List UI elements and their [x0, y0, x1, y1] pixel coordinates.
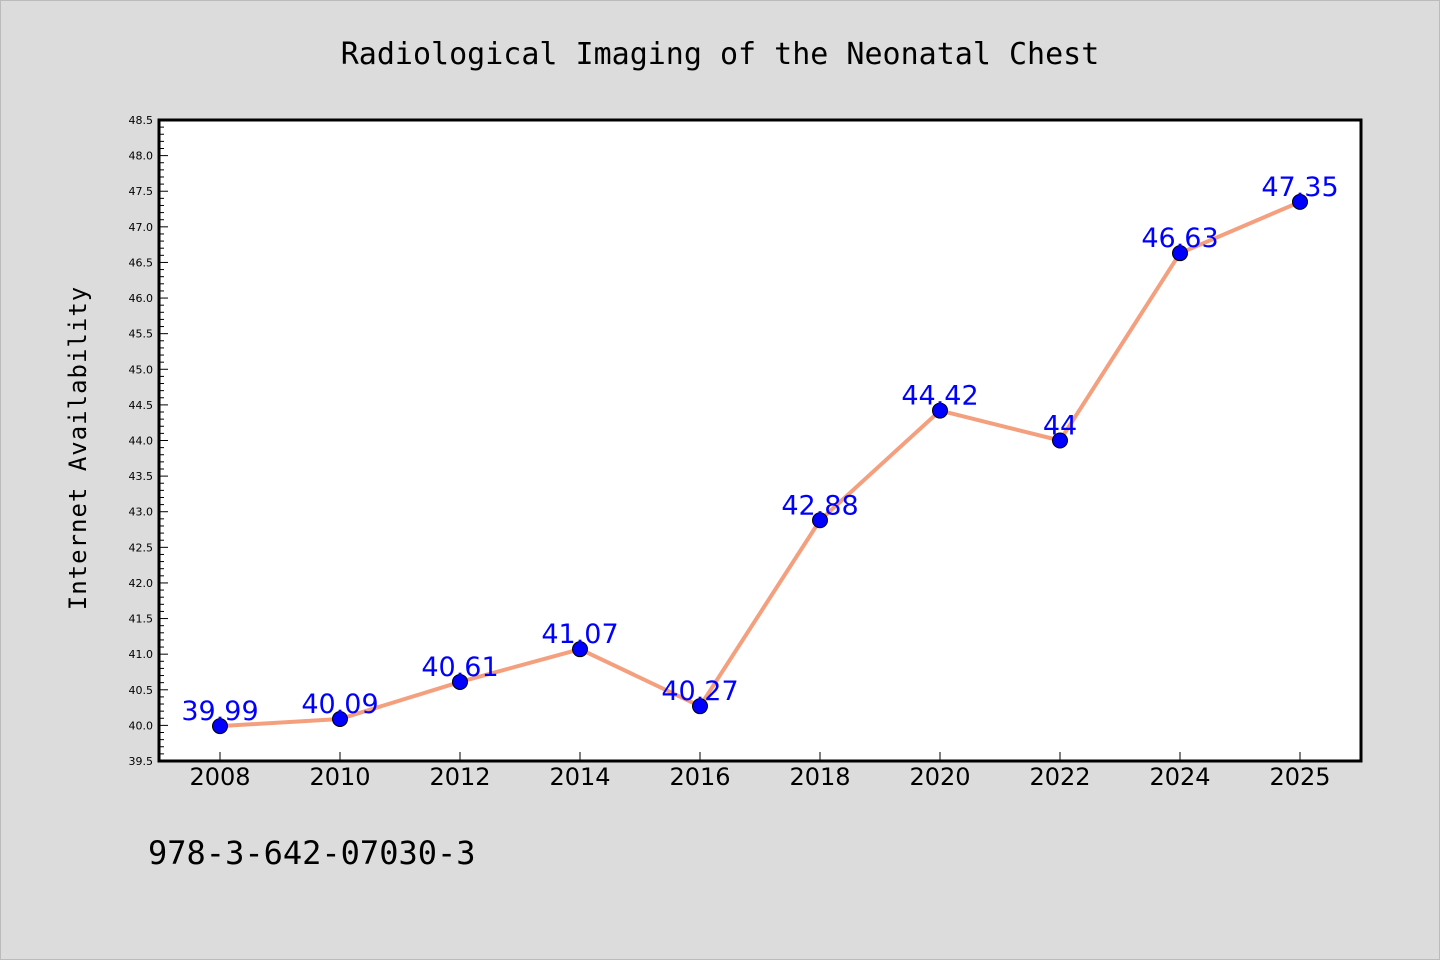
y-tick-label: 40.0: [129, 719, 154, 732]
data-label: 44.42: [901, 381, 978, 412]
x-tick-label: 2016: [669, 763, 730, 791]
data-points-layer: [212, 193, 1308, 735]
series-line: [219, 200, 1301, 729]
y-tick-label: 48.5: [129, 114, 154, 127]
data-label: 41.07: [541, 619, 618, 650]
data-point: [452, 673, 468, 690]
y-tick-label: 46.0: [129, 292, 154, 305]
data-label: 40.61: [421, 652, 498, 683]
data-label: 44: [1043, 411, 1077, 442]
data-point: [692, 698, 708, 715]
axis-ticks: 39.5 40.0 40.5 41.0 41.5 42.0 42.5 43.0 43.5 44.0…: [129, 114, 1331, 791]
y-tick-label: 44.0: [129, 435, 154, 448]
x-tick-label: 2008: [189, 763, 250, 791]
y-tick-label: 39.5: [129, 755, 154, 768]
y-tick-label: 45.0: [129, 363, 154, 376]
y-tick-label: 45.5: [129, 328, 154, 341]
x-tick-label: 2025: [1269, 763, 1330, 791]
y-tick-label: 46.5: [129, 256, 154, 269]
y-tick-label: 43.0: [129, 506, 154, 519]
data-point: [1292, 193, 1308, 210]
data-point: [572, 641, 588, 658]
data-labels-layer: 39.99 40.09 40.61 41.07 40.27 42.88 44.42 44 46.…: [181, 172, 1338, 727]
y-tick-label: 44.5: [129, 399, 154, 412]
data-point: [812, 512, 828, 529]
y-tick-label: 41.0: [129, 648, 154, 661]
data-point: [1172, 245, 1188, 262]
x-tick-label: 2020: [909, 763, 970, 791]
y-tick-label: 42.0: [129, 577, 154, 590]
footer-isbn: 978-3-642-07030-3: [148, 834, 476, 872]
x-tick-label: 2024: [1149, 763, 1210, 791]
data-label: 39.99: [181, 696, 258, 727]
data-point: [1052, 432, 1068, 449]
y-tick-label: 48.0: [129, 150, 154, 163]
x-tick-label: 2022: [1029, 763, 1090, 791]
data-label: 40.09: [301, 689, 378, 720]
y-tick-label: 47.0: [129, 221, 154, 234]
data-label: 46.63: [1141, 223, 1218, 254]
data-label: 40.27: [661, 676, 738, 707]
data-point: [332, 710, 348, 727]
data-point: [212, 718, 228, 735]
series-line-layer: [219, 200, 1301, 729]
x-tick-label: 2012: [429, 763, 490, 791]
x-tick-label: 2014: [549, 763, 610, 791]
y-tick-label: 42.5: [129, 541, 154, 554]
data-point: [932, 402, 948, 419]
y-tick-label: 47.5: [129, 185, 154, 198]
data-label: 47.35: [1261, 172, 1338, 203]
y-tick-label: 41.5: [129, 613, 154, 626]
y-axis-label: Internet Availability: [64, 286, 92, 610]
x-tick-label: 2018: [789, 763, 850, 791]
y-tick-label: 40.5: [129, 684, 154, 697]
chart-title: Radiological Imaging of the Neonatal Che…: [341, 37, 1100, 72]
plot-area: [157, 118, 1363, 763]
x-tick-label: 2010: [309, 763, 370, 791]
data-label: 42.88: [781, 490, 858, 521]
y-tick-label: 43.5: [129, 470, 154, 483]
